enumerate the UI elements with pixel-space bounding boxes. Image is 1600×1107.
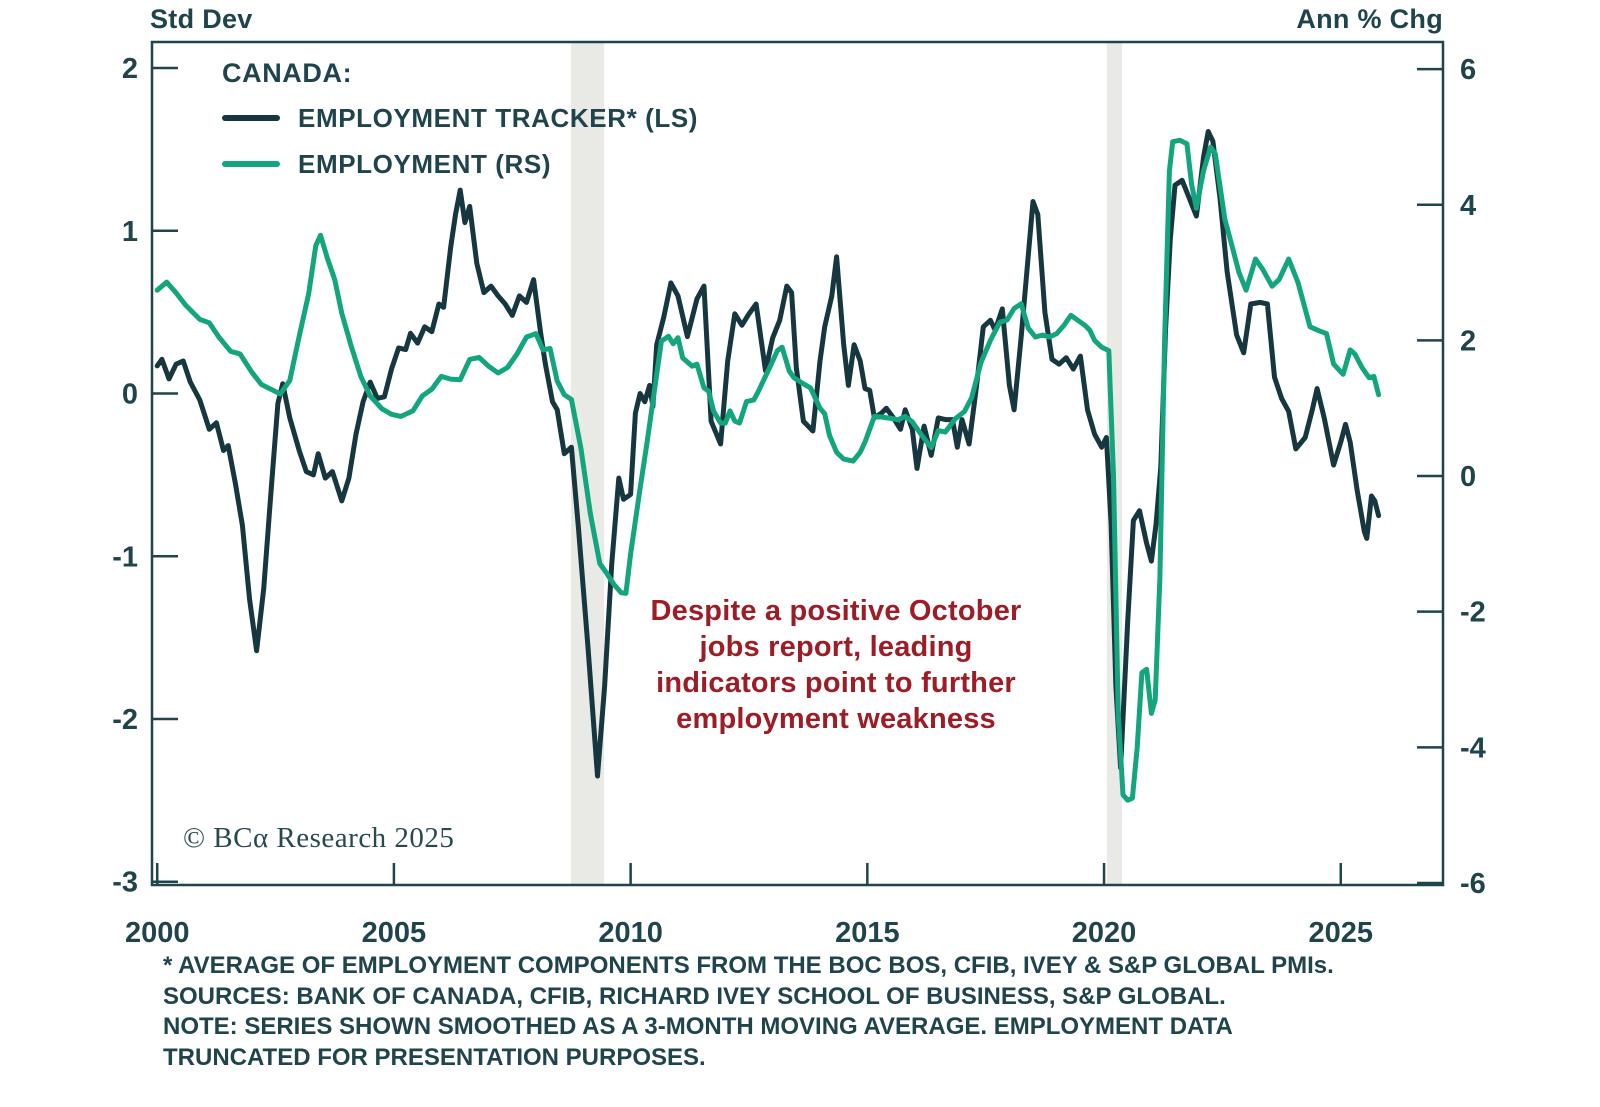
footnote-line: NOTE: SERIES SHOWN SMOOTHED AS A 3-MONTH… — [163, 1013, 1233, 1040]
employment-legend-label: EMPLOYMENT (RS) — [298, 148, 552, 179]
right-axis-tick-label: 4 — [1460, 190, 1476, 222]
x-axis-tick-label: 2025 — [1308, 917, 1373, 949]
tracker-line-swatch — [222, 115, 280, 121]
annotation-line: employment weakness — [676, 703, 996, 735]
footnote-line: SOURCES: BANK OF CANADA, CFIB, RICHARD I… — [163, 982, 1226, 1010]
x-axis-tick-label: 2015 — [835, 917, 900, 949]
plot-border — [150, 40, 1445, 887]
legend-item-employment-tracker: EMPLOYMENT TRACKER* (LS) — [222, 103, 698, 133]
chart-legend: CANADA: EMPLOYMENT TRACKER* (LS) EMPLOYM… — [222, 58, 698, 195]
tracker-legend-label: EMPLOYMENT TRACKER* (LS) — [298, 102, 699, 133]
left-axis-title: Std Dev — [150, 4, 253, 34]
left-axis-tick-label: 2 — [122, 53, 138, 85]
annotation-line: jobs report, leading — [699, 631, 973, 663]
legend-item-employment: EMPLOYMENT (RS) — [222, 149, 698, 179]
annotation-line: indicators point to further — [656, 667, 1016, 699]
left-axis-tick-label: 1 — [122, 216, 138, 248]
left-axis-tick-label: -2 — [112, 704, 138, 736]
right-axis-tick-label: -6 — [1460, 868, 1486, 900]
copyright-note: © BCα Research 2025 — [183, 822, 455, 854]
annotation-callout: Despite a positive October jobs report, … — [586, 593, 1086, 737]
x-axis-tick-label: 2005 — [362, 917, 427, 949]
footnote-line: TRUNCATED FOR PRESENTATION PURPOSES. — [163, 1043, 706, 1071]
right-axis-title: Ann % Chg — [1296, 4, 1443, 34]
footnote-line: * AVERAGE OF EMPLOYMENT COMPONENTS FROM … — [163, 952, 1334, 979]
right-axis-tick-label: -4 — [1460, 732, 1486, 764]
right-axis-tick-label: 6 — [1460, 54, 1476, 86]
left-axis-tick-label: -3 — [112, 867, 138, 899]
left-axis-tick-label: 0 — [122, 379, 138, 411]
employment-line-swatch — [222, 161, 280, 167]
right-axis-tick-label: 0 — [1460, 461, 1476, 493]
x-axis-tick-label: 2000 — [125, 917, 190, 949]
x-axis-tick-label: 2020 — [1072, 917, 1137, 949]
right-axis-tick-label: -2 — [1460, 597, 1486, 629]
left-axis-tick-label: -1 — [112, 541, 138, 573]
footnotes: * AVERAGE OF EMPLOYMENT COMPONENTS FROM … — [163, 951, 1334, 1073]
annotation-line: Despite a positive October — [650, 595, 1022, 627]
legend-title: CANADA: — [222, 58, 353, 88]
employment-tracker-line — [154, 129, 1382, 779]
right-axis-tick-label: 2 — [1460, 325, 1476, 357]
employment-line — [154, 137, 1382, 803]
x-axis-tick-label: 2010 — [598, 917, 663, 949]
